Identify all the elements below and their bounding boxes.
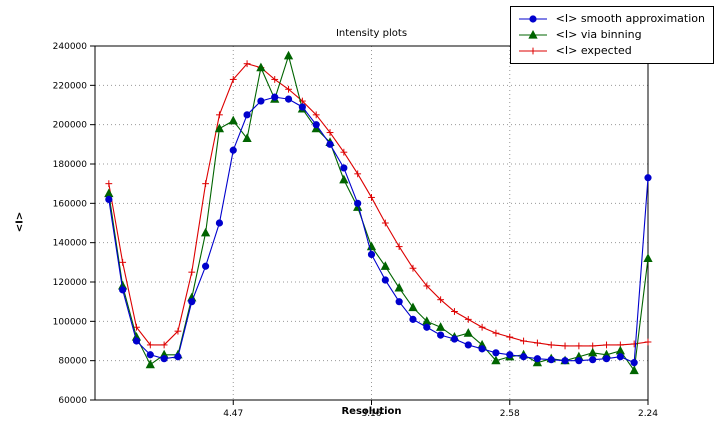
y-tick-label: 160000 <box>53 199 88 209</box>
legend-label: <I> via binning <box>555 28 642 41</box>
x-axis-label: Resolution <box>341 406 402 417</box>
legend-item: <I> smooth approximation <box>516 11 705 27</box>
y-tick-label: 180000 <box>53 160 88 170</box>
y-tick-label: 140000 <box>53 239 88 249</box>
legend-triangle-marker-icon <box>518 29 547 39</box>
series-1 <box>104 50 653 375</box>
x-tick-label: 3.16 <box>361 409 381 419</box>
x-tick-label: 2.24 <box>638 409 658 419</box>
y-tick-label: 220000 <box>53 81 88 91</box>
y-tick-label: 100000 <box>53 317 88 327</box>
legend-item: <I> expected <box>516 43 705 59</box>
series-0 <box>105 93 652 367</box>
legend-circle-marker-icon <box>518 15 547 23</box>
chart-title: Intensity plots <box>335 28 408 39</box>
x-tick-label: 2.58 <box>500 409 520 419</box>
y-tick-label: 200000 <box>53 121 88 131</box>
y-tick-label: 80000 <box>58 357 87 367</box>
legend-label: <I> expected <box>555 44 632 57</box>
legend-label: <I> smooth approximation <box>555 12 705 25</box>
legend-item: <I> via binning <box>516 27 705 43</box>
y-tick-label: 120000 <box>53 278 88 288</box>
series-2 <box>105 60 652 350</box>
legend: <I> smooth approximation <I> via binning… <box>509 6 714 64</box>
y-axis-label: <I> <box>14 211 26 233</box>
x-tick-label: 4.47 <box>223 409 243 419</box>
y-tick-label: 60000 <box>58 396 87 406</box>
legend-plus-marker-icon <box>518 47 547 55</box>
series-line <box>108 53 649 372</box>
series-line <box>108 63 649 347</box>
y-tick-label: 240000 <box>53 42 88 52</box>
series-line <box>108 96 649 364</box>
